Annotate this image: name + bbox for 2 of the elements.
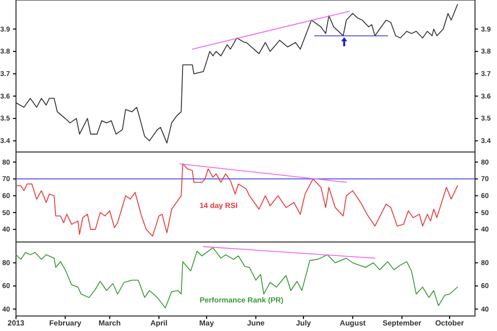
line-series — [16, 163, 458, 237]
line-series — [16, 247, 458, 308]
